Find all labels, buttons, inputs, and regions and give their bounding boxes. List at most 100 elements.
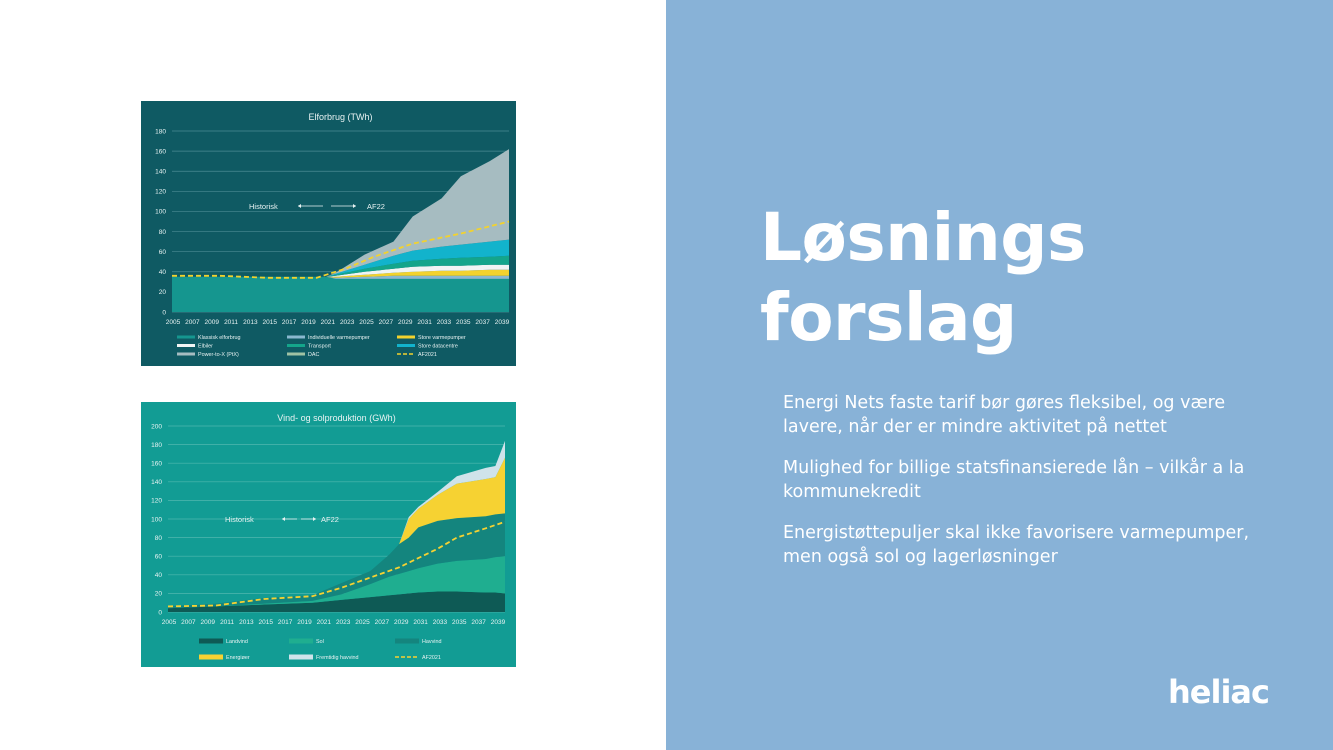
annotation-af22: AF22	[321, 515, 339, 524]
legend-swatch	[397, 335, 415, 339]
legend-label: Havvind	[422, 639, 441, 645]
x-tick-label: 2017	[278, 619, 293, 626]
arrow-right-head	[313, 517, 316, 521]
bullet-item: Energistøttepuljer skal ikke favorisere …	[783, 523, 1250, 567]
area-store-datacentre	[172, 239, 509, 277]
heliac-logo: heliac	[1168, 672, 1288, 712]
arrow-left-head	[282, 517, 285, 521]
x-tick-label: 2005	[166, 319, 181, 326]
y-tick-label: 160	[155, 148, 166, 155]
legend-label: Landvind	[226, 639, 248, 645]
area-store-varmepumper	[172, 269, 509, 278]
x-tick-label: 2015	[259, 619, 274, 626]
x-tick-label: 2009	[200, 619, 215, 626]
slide-title: Løsnings forslag	[760, 198, 1280, 358]
x-tick-label: 2035	[456, 319, 471, 326]
right-panel	[666, 0, 1333, 750]
legend-label: Store varmepumper	[418, 335, 466, 341]
area-individuelle-varmepumper	[172, 275, 509, 279]
x-tick-label: 2033	[433, 619, 448, 626]
area-elbiler	[172, 264, 509, 277]
legend-swatch	[177, 344, 195, 347]
annotation-af22: AF22	[367, 202, 385, 211]
bullet-list: Energi Nets faste tarif bør gøres fleksi…	[783, 391, 1253, 586]
legend-label: Power-to-X (PtX)	[198, 352, 239, 358]
y-tick-label: 20	[155, 591, 163, 598]
area-transport	[172, 255, 509, 277]
legend-swatch	[395, 638, 419, 644]
annotation-historisk: Historisk	[249, 202, 278, 211]
legend-swatch	[287, 344, 305, 347]
chart-vind-sol-svg: Vind- og solproduktion (GWh) 0 20 40 60 80 100…	[151, 413, 506, 661]
title-line-1: Løsnings	[760, 199, 1086, 276]
legend-swatch	[177, 335, 195, 339]
y-tick-label: 0	[158, 609, 162, 616]
x-tick-label: 2021	[317, 619, 332, 626]
arrow-right-head	[353, 204, 356, 208]
y-tick-label: 0	[162, 309, 166, 316]
x-tick-label: 2027	[375, 619, 390, 626]
x-tick-label: 2023	[336, 619, 351, 626]
x-tick-label: 2025	[355, 619, 370, 626]
y-tick-label: 40	[155, 572, 163, 579]
legend-swatch	[397, 344, 415, 347]
legend-swatch	[289, 654, 313, 660]
y-tick-label: 20	[159, 289, 167, 296]
legend-swatch	[199, 654, 223, 660]
x-tick-label: 2019	[301, 319, 316, 326]
y-tick-label: 140	[155, 169, 166, 176]
x-tick-label: 2021	[321, 319, 336, 326]
x-tick-label: 2035	[452, 619, 467, 626]
legend-label: Energiøer	[226, 655, 250, 661]
legend-swatch	[289, 638, 313, 644]
annotation-historisk: Historisk	[225, 515, 254, 524]
legend-label: AF2021	[418, 352, 437, 358]
x-tick-label: 2011	[224, 319, 238, 326]
y-tick-label: 80	[155, 535, 163, 542]
bullet-item: Energi Nets faste tarif bør gøres fleksi…	[783, 393, 1226, 437]
legend-label: Store datacentre	[418, 344, 458, 350]
x-tick-label: 2013	[243, 319, 258, 326]
y-tick-label: 60	[155, 554, 163, 561]
y-tick-label: 180	[155, 128, 166, 135]
y-tick-label: 200	[151, 423, 162, 430]
y-tick-label: 80	[159, 229, 167, 236]
area-havvind	[168, 513, 505, 609]
y-tick-label: 140	[151, 479, 162, 486]
y-tick-label: 60	[159, 249, 167, 256]
y-tick-label: 100	[155, 209, 166, 216]
x-tick-label: 2011	[220, 619, 234, 626]
x-tick-label: 2037	[475, 319, 490, 326]
x-tick-label: 2027	[379, 319, 394, 326]
x-tick-label: 2007	[185, 319, 200, 326]
legend-swatch	[287, 352, 305, 356]
legend-label: DAC	[308, 352, 319, 358]
area-landvind	[168, 591, 505, 612]
legend-label: Elbiler	[198, 344, 213, 350]
legend-label: Transport	[308, 344, 331, 350]
chart-elforbrug: Elforbrug (TWh) 0 20 40 60 80 100 120 140 160 180 2…	[141, 101, 516, 366]
x-tick-label: 2009	[204, 319, 219, 326]
y-tick-label: 40	[159, 269, 167, 276]
area-power-to-x-ptx-	[172, 149, 509, 277]
chart-title: Elforbrug (TWh)	[308, 112, 372, 122]
line-af2021	[172, 220, 510, 279]
line-af2021	[167, 520, 506, 608]
arrow-left-head	[298, 204, 301, 208]
x-tick-label: 2023	[340, 319, 355, 326]
x-tick-label: 2007	[181, 619, 196, 626]
heliac-logo-mark: heliac	[1168, 673, 1270, 711]
area-klassisk-elforbrug	[172, 276, 509, 312]
chart-title: Vind- og solproduktion (GWh)	[277, 413, 395, 423]
y-tick-label: 120	[151, 498, 162, 505]
legend-swatch	[199, 638, 223, 644]
chart-elforbrug-svg: Elforbrug (TWh) 0 20 40 60 80 100 120 140 160 180 2…	[155, 112, 510, 358]
legend-label: Klassisk elforbrug	[198, 335, 241, 341]
x-tick-label: 2031	[417, 319, 432, 326]
chart-vind-sol: Vind- og solproduktion (GWh) 0 20 40 60 80 100…	[141, 402, 516, 667]
x-tick-label: 2019	[297, 619, 312, 626]
y-tick-label: 120	[155, 189, 166, 196]
x-tick-label: 2013	[239, 619, 254, 626]
x-tick-label: 2029	[398, 319, 413, 326]
legend-label: AF2021	[422, 655, 441, 661]
